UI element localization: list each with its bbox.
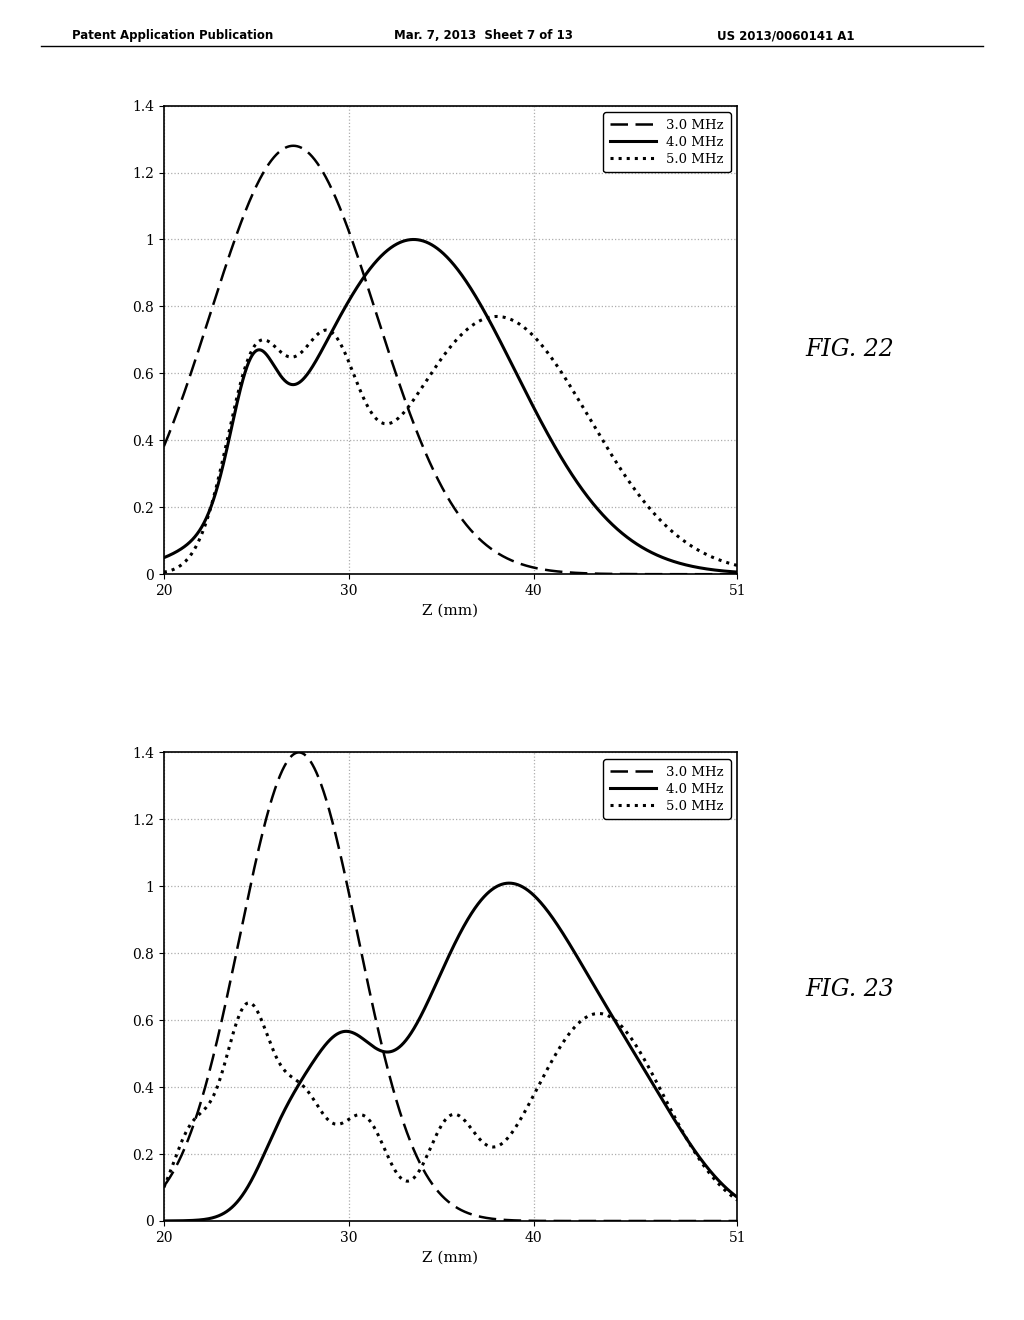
4.0 MHz [421,994,433,1010]
4.0 MHz [715,562,727,578]
3.0 MHz [437,480,450,496]
5.0 MHz [187,544,200,560]
5.0 MHz [422,1146,434,1162]
5.0 MHz [243,995,255,1011]
3.0 MHz [715,1213,727,1229]
4.0 MHz [715,1175,727,1191]
5.0 MHz [490,309,503,325]
4.0 MHz [609,520,622,536]
Legend: 3.0 MHz, 4.0 MHz, 5.0 MHz: 3.0 MHz, 4.0 MHz, 5.0 MHz [603,759,731,820]
3.0 MHz [609,566,622,582]
Line: 3.0 MHz: 3.0 MHz [164,145,737,574]
Line: 4.0 MHz: 4.0 MHz [164,883,737,1221]
4.0 MHz [437,246,450,261]
5.0 MHz [421,371,433,387]
5.0 MHz [437,1115,450,1131]
Legend: 3.0 MHz, 4.0 MHz, 5.0 MHz: 3.0 MHz, 4.0 MHz, 5.0 MHz [603,112,731,173]
4.0 MHz [187,531,200,546]
Text: FIG. 23: FIG. 23 [806,978,894,1002]
5.0 MHz [436,348,449,364]
3.0 MHz [715,566,727,582]
5.0 MHz [158,1180,170,1196]
4.0 MHz [422,235,434,251]
3.0 MHz [293,744,305,760]
X-axis label: Z (mm): Z (mm) [423,1250,478,1265]
5.0 MHz [715,1177,727,1193]
5.0 MHz [609,1012,622,1028]
3.0 MHz [422,450,434,466]
5.0 MHz [731,1192,743,1208]
3.0 MHz [287,137,299,153]
5.0 MHz [158,564,170,579]
5.0 MHz [731,557,743,573]
4.0 MHz [731,564,743,579]
3.0 MHz [437,1189,450,1205]
5.0 MHz [715,1179,727,1195]
3.0 MHz [187,359,200,375]
3.0 MHz [731,1213,743,1229]
Text: US 2013/0060141 A1: US 2013/0060141 A1 [717,29,854,42]
4.0 MHz [158,549,170,565]
4.0 MHz [731,1189,743,1205]
3.0 MHz [158,438,170,454]
Line: 3.0 MHz: 3.0 MHz [164,752,737,1221]
4.0 MHz [715,562,727,578]
4.0 MHz [436,961,449,977]
3.0 MHz [715,566,727,582]
3.0 MHz [715,1213,727,1229]
3.0 MHz [158,1179,170,1195]
Line: 4.0 MHz: 4.0 MHz [164,239,737,572]
Line: 5.0 MHz: 5.0 MHz [164,1003,737,1200]
5.0 MHz [715,553,727,569]
Text: Mar. 7, 2013  Sheet 7 of 13: Mar. 7, 2013 Sheet 7 of 13 [394,29,573,42]
4.0 MHz [503,875,515,891]
4.0 MHz [408,231,420,247]
4.0 MHz [609,1014,622,1030]
4.0 MHz [187,1213,200,1229]
Text: Patent Application Publication: Patent Application Publication [72,29,273,42]
4.0 MHz [715,1175,727,1191]
4.0 MHz [158,1213,170,1229]
3.0 MHz [609,1213,622,1229]
3.0 MHz [731,566,743,582]
Line: 5.0 MHz: 5.0 MHz [164,317,737,572]
5.0 MHz [609,453,622,469]
5.0 MHz [715,553,727,569]
3.0 MHz [187,1118,200,1134]
Text: FIG. 22: FIG. 22 [806,338,894,362]
X-axis label: Z (mm): Z (mm) [423,603,478,618]
5.0 MHz [187,1113,200,1129]
3.0 MHz [422,1170,434,1185]
